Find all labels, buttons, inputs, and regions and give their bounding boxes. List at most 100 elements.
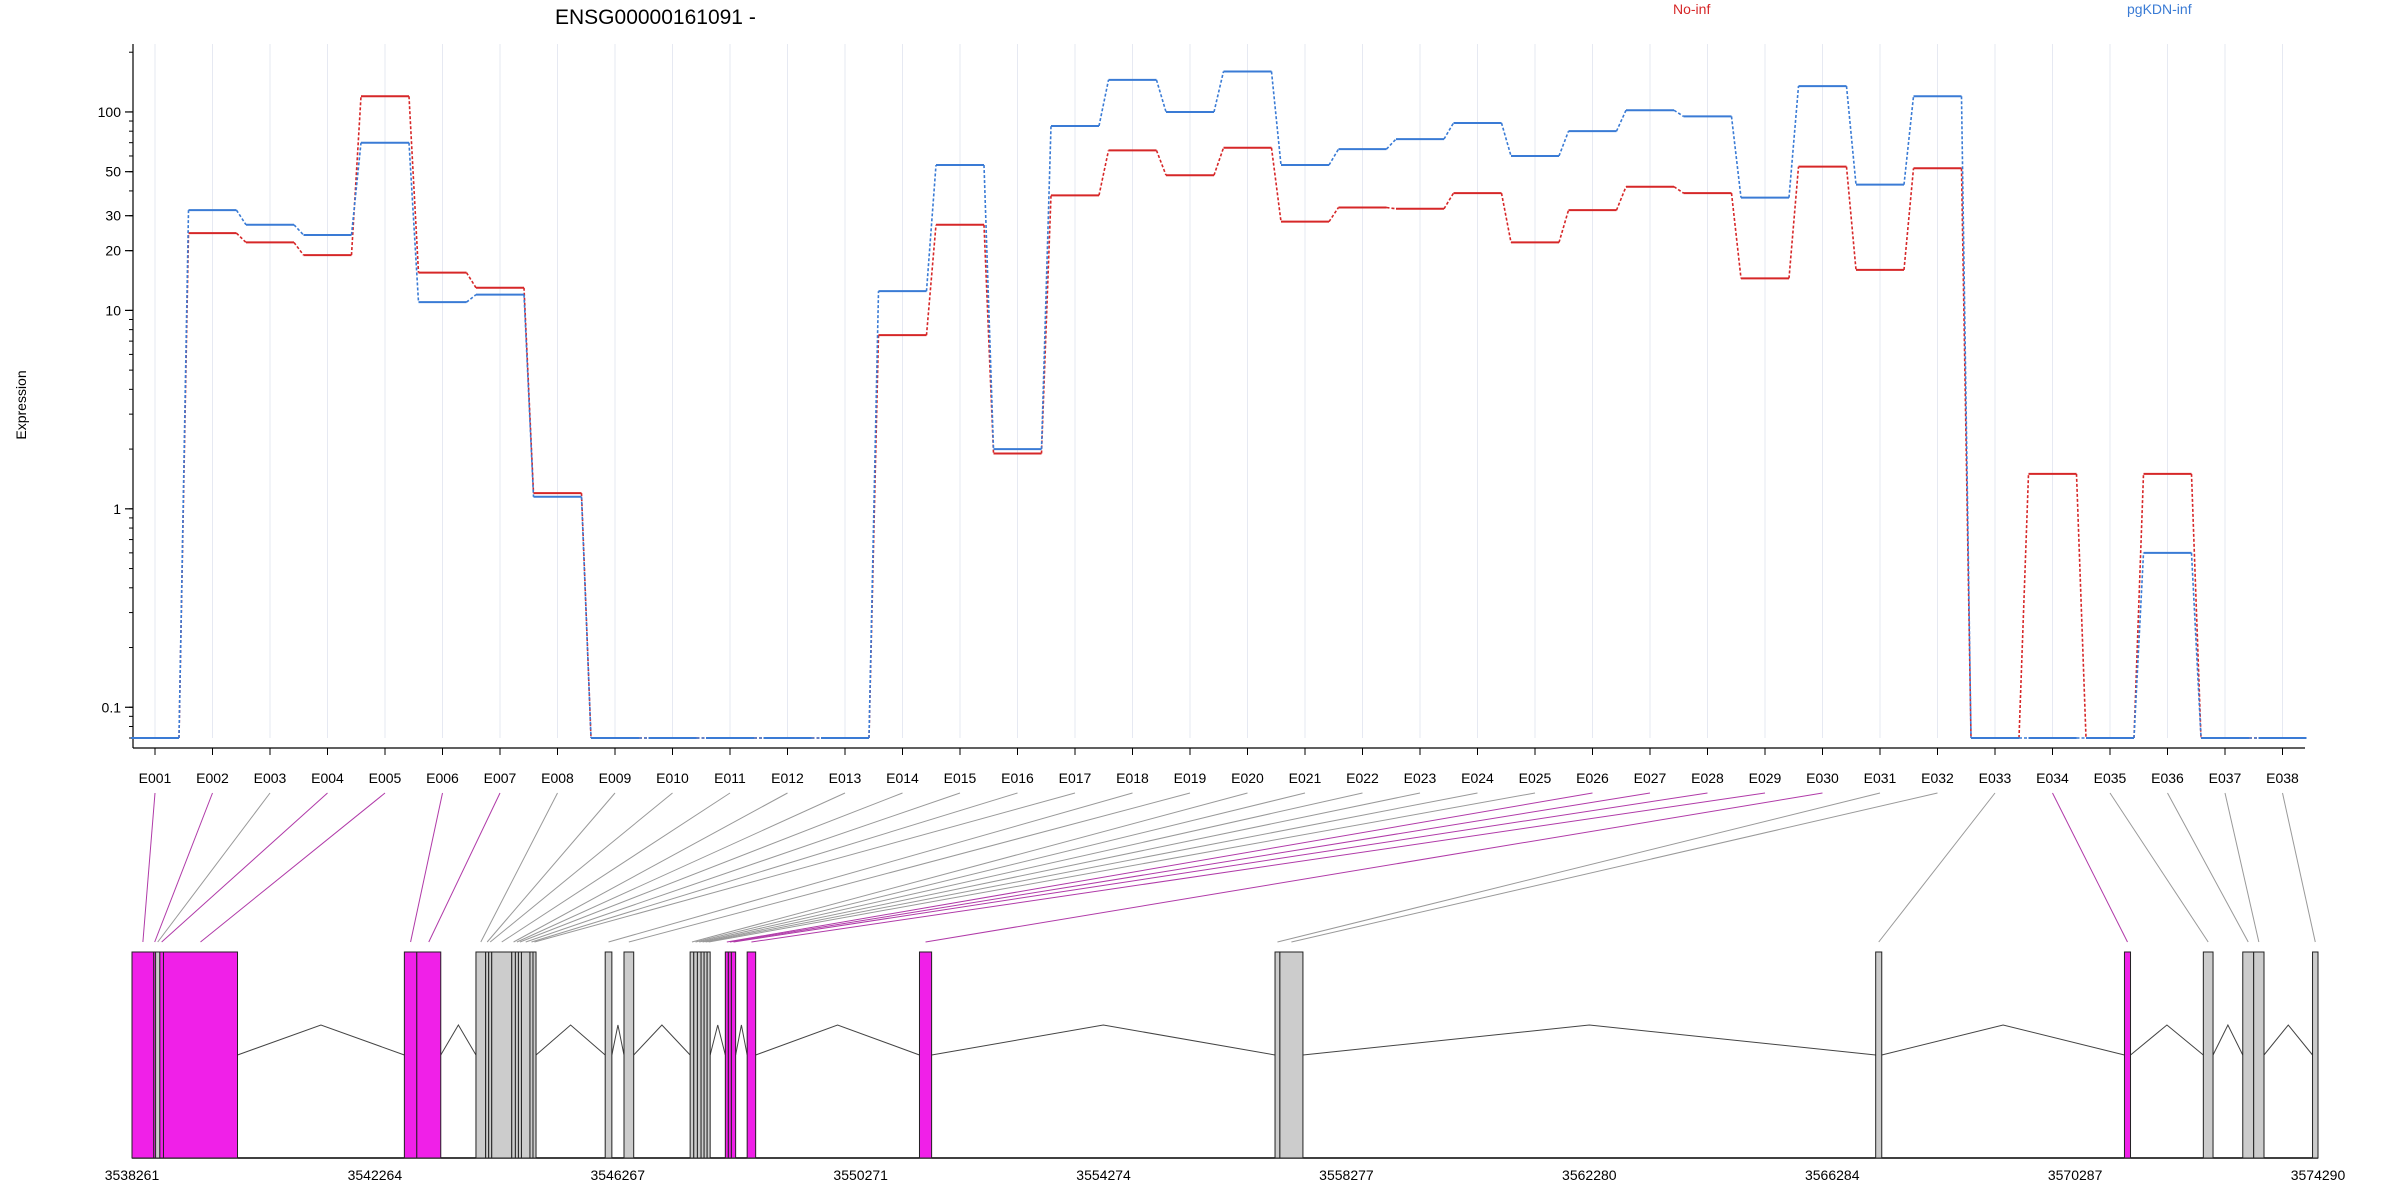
exon-region-e038 bbox=[2312, 951, 2319, 1159]
connector-e015 bbox=[525, 792, 961, 943]
y-tick-label: 50 bbox=[105, 164, 121, 180]
x-tick-label-e024: E024 bbox=[1461, 770, 1494, 786]
connector-e003 bbox=[157, 792, 271, 943]
connector-e011 bbox=[501, 792, 731, 943]
series-connector bbox=[1558, 209, 1570, 243]
y-tick-label: 0.1 bbox=[102, 699, 122, 715]
exon-region-e032 bbox=[1279, 951, 1304, 1159]
y-tick-label: 20 bbox=[105, 243, 121, 259]
x-tick-label-e031: E031 bbox=[1864, 770, 1897, 786]
connector-e035 bbox=[2109, 792, 2209, 943]
intron-line bbox=[1302, 1024, 1876, 1056]
x-tick-label-e001: E001 bbox=[139, 770, 172, 786]
x-tick-label-e022: E022 bbox=[1346, 770, 1379, 786]
series-connector bbox=[1500, 192, 1512, 243]
intron-line bbox=[611, 1024, 625, 1056]
y-tick-label: 100 bbox=[98, 104, 122, 120]
series-connector bbox=[1270, 147, 1282, 222]
series-connector bbox=[1443, 192, 1455, 210]
x-tick-label-e002: E002 bbox=[196, 770, 229, 786]
series-connector bbox=[350, 142, 362, 236]
y-tick-label: 1 bbox=[113, 501, 121, 517]
intron-line bbox=[931, 1024, 1276, 1056]
exon-region-e008 bbox=[475, 951, 487, 1159]
exon-region-e034 bbox=[2123, 951, 2132, 1159]
connector-e020 bbox=[691, 792, 1248, 943]
connector-e013 bbox=[516, 792, 846, 943]
coordinate-label: 3558277 bbox=[1319, 1167, 1374, 1183]
series-connector bbox=[1903, 96, 1915, 185]
connector-e012 bbox=[513, 792, 788, 943]
exon-connectors bbox=[142, 792, 2316, 943]
x-tick-label-e034: E034 bbox=[2036, 770, 2069, 786]
x-tick-label-e012: E012 bbox=[771, 770, 804, 786]
exon-region-e030 bbox=[918, 951, 933, 1159]
x-tick-label-e025: E025 bbox=[1519, 770, 1552, 786]
x-tick-label-e021: E021 bbox=[1289, 770, 1322, 786]
exon-region-e012 bbox=[511, 951, 516, 1159]
vertical-grid bbox=[154, 44, 2283, 738]
series-connector bbox=[1270, 71, 1282, 166]
x-tick-label-e011: E011 bbox=[714, 770, 746, 786]
legend-entry-no-inf: No-inf bbox=[1673, 1, 1710, 17]
series-connector bbox=[925, 224, 937, 336]
connector-e009 bbox=[486, 792, 616, 943]
connector-e014 bbox=[519, 792, 903, 943]
series-lines bbox=[131, 70, 2307, 739]
exon-region-e022 bbox=[696, 951, 702, 1159]
x-tick-label-e035: E035 bbox=[2094, 770, 2127, 786]
exon-region-e021 bbox=[693, 951, 698, 1159]
exon-region-e006 bbox=[403, 951, 418, 1159]
series-connector bbox=[1213, 147, 1225, 176]
exon-region-e035 bbox=[2202, 951, 2214, 1159]
series-connector bbox=[235, 209, 247, 226]
connector-e028 bbox=[733, 792, 1708, 943]
connector-e038 bbox=[2282, 792, 2316, 943]
x-tick-label-e003: E003 bbox=[254, 770, 287, 786]
series-connector bbox=[408, 96, 420, 273]
connector-e004 bbox=[161, 792, 328, 943]
series-connector bbox=[1328, 207, 1340, 223]
intron-line bbox=[2212, 1023, 2244, 1056]
connector-e033 bbox=[1878, 792, 1996, 943]
series-connector bbox=[1098, 150, 1110, 196]
y-axis: 0.1 1 10 20 30 50 100 bbox=[98, 44, 134, 748]
series-connector bbox=[1040, 195, 1052, 454]
series-connector bbox=[1500, 122, 1512, 157]
coordinate-label: 3550271 bbox=[833, 1167, 888, 1183]
series-connector bbox=[983, 165, 995, 450]
exon-region-e037 bbox=[2253, 951, 2265, 1159]
connector-e031 bbox=[1277, 792, 1881, 943]
exon-region-e003 bbox=[155, 951, 161, 1159]
series-pgkdn-inf bbox=[131, 70, 2307, 739]
coordinate-label: 3554274 bbox=[1076, 1167, 1131, 1183]
exon-region-e031 bbox=[1274, 951, 1281, 1159]
connector-e021 bbox=[695, 792, 1306, 943]
coordinate-label: 3570287 bbox=[2048, 1167, 2103, 1183]
series-connector bbox=[983, 224, 995, 454]
x-tick-label-e016: E016 bbox=[1001, 770, 1034, 786]
x-tick-label-e013: E013 bbox=[829, 770, 862, 786]
series-connector bbox=[1385, 138, 1397, 150]
series-connector bbox=[1960, 96, 1972, 739]
exon-region-e004 bbox=[159, 951, 164, 1159]
x-tick-label-e023: E023 bbox=[1404, 770, 1437, 786]
series-connector bbox=[580, 496, 592, 739]
series-connector bbox=[350, 96, 362, 256]
series-connector bbox=[1040, 125, 1052, 450]
series-connector bbox=[1845, 166, 1857, 270]
x-tick-label-e028: E028 bbox=[1691, 770, 1724, 786]
series-connector bbox=[1615, 186, 1627, 211]
exon-region-e036 bbox=[2242, 951, 2255, 1159]
coordinate-label: 3562280 bbox=[1562, 1167, 1617, 1183]
y-axis-label: Expression bbox=[13, 370, 29, 439]
series-connector bbox=[293, 241, 305, 256]
x-axis: E001 E002 E003 E004 E005 E006 E007 E008 E009 E010… bbox=[133, 747, 2305, 786]
exon-region-e015 bbox=[520, 951, 531, 1159]
x-tick-label-e020: E020 bbox=[1231, 770, 1264, 786]
x-tick-label-e019: E019 bbox=[1174, 770, 1207, 786]
exon-region-e001 bbox=[131, 951, 155, 1159]
connector-e005 bbox=[200, 792, 386, 943]
connector-e026 bbox=[726, 792, 1593, 943]
connector-e007 bbox=[428, 792, 501, 943]
